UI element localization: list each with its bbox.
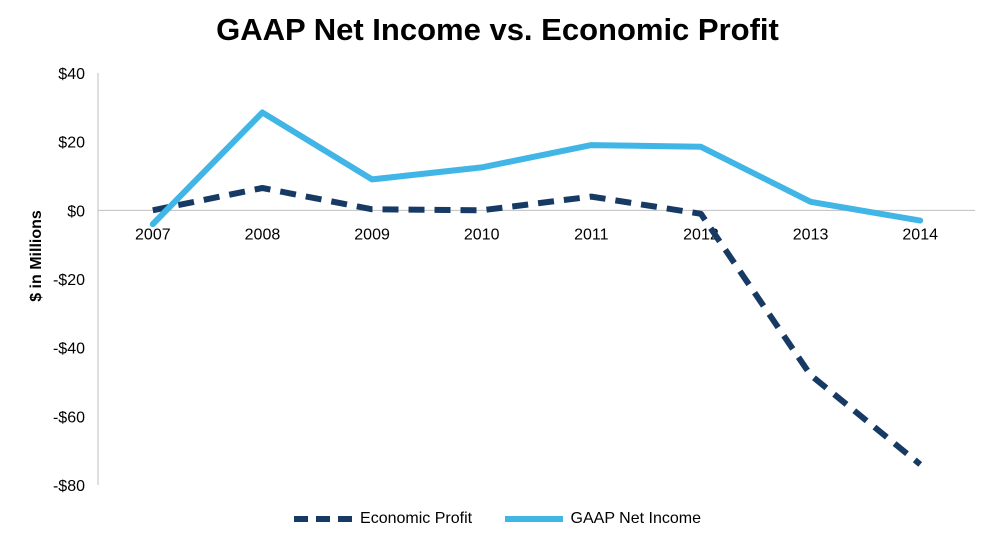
x-tick-label: 2011 xyxy=(574,226,609,243)
y-tick-label: -$20 xyxy=(53,272,85,289)
series-lines xyxy=(149,109,924,467)
x-tick-label: 2009 xyxy=(354,226,390,243)
x-tick-labels: 2007 2008 2009 2010 2011 2012 2013 2014 xyxy=(135,226,938,243)
chart-title: GAAP Net Income vs. Economic Profit xyxy=(216,12,779,47)
y-tick-label: $40 xyxy=(58,66,85,83)
x-tick-label: 2007 xyxy=(135,226,171,243)
series-line-gaap-net-income xyxy=(149,109,924,228)
legend-item-economic-profit: Economic Profit xyxy=(294,510,472,528)
x-tick-label: 2013 xyxy=(793,226,829,243)
y-axis-title: $ in Millions xyxy=(28,210,45,302)
axes xyxy=(97,73,975,485)
legend-swatch-gaap-net-income xyxy=(504,516,563,522)
legend: Economic Profit GAAP Net Income xyxy=(0,510,995,528)
x-tick-label: 2008 xyxy=(245,226,281,243)
series-line-economic-profit xyxy=(152,185,923,467)
legend-label-gaap-net-income: GAAP Net Income xyxy=(570,510,701,527)
y-tick-label: $20 xyxy=(58,135,85,152)
legend-swatch-economic-profit xyxy=(294,516,353,522)
legend-label-economic-profit: Economic Profit xyxy=(360,510,473,527)
y-tick-labels: $40 $20 $0 -$20 -$40 -$60 -$80 xyxy=(53,66,85,495)
y-tick-label: -$80 xyxy=(53,478,85,495)
x-tick-label: 2014 xyxy=(902,226,938,243)
y-tick-label: -$60 xyxy=(53,409,85,426)
y-tick-label: $0 xyxy=(67,203,85,220)
x-tick-label: 2010 xyxy=(464,226,500,243)
legend-item-gaap-net-income: GAAP Net Income xyxy=(504,510,701,528)
y-tick-label: -$40 xyxy=(53,341,85,358)
